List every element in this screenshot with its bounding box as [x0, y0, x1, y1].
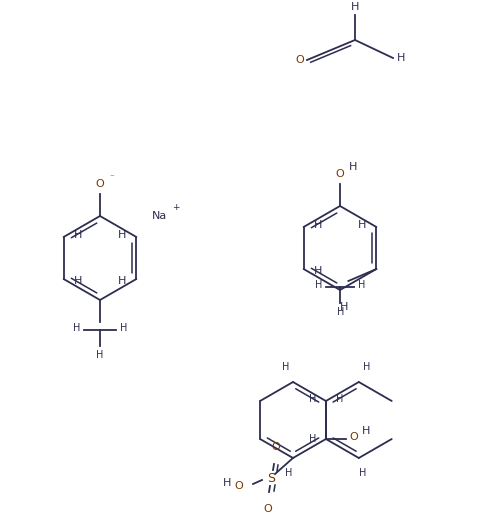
Text: H: H — [397, 53, 405, 63]
Text: H: H — [351, 2, 359, 12]
Text: H: H — [349, 162, 358, 172]
Text: O: O — [272, 442, 280, 452]
Text: H: H — [359, 280, 366, 290]
Text: H: H — [72, 323, 80, 333]
Text: H: H — [337, 307, 344, 317]
Text: H: H — [223, 478, 231, 488]
Text: H: H — [362, 426, 371, 436]
Text: H: H — [285, 468, 293, 478]
Text: H: H — [313, 266, 322, 276]
Text: H: H — [363, 362, 370, 372]
Text: H: H — [309, 434, 316, 444]
Text: H: H — [313, 220, 322, 230]
Text: H: H — [358, 220, 367, 230]
Text: H: H — [309, 394, 316, 404]
Text: H: H — [315, 280, 322, 290]
Text: O: O — [264, 504, 272, 514]
Text: H: H — [336, 394, 343, 404]
Text: O: O — [336, 169, 344, 179]
Text: O: O — [96, 179, 104, 189]
Text: Na: Na — [152, 211, 167, 221]
Text: O: O — [295, 55, 304, 65]
Text: S: S — [267, 471, 275, 485]
Text: H: H — [118, 276, 126, 286]
Text: O: O — [234, 481, 243, 491]
Text: H: H — [282, 362, 289, 372]
Text: ⁻: ⁻ — [109, 173, 114, 182]
Text: H: H — [340, 302, 348, 312]
Text: H: H — [73, 230, 82, 240]
Text: H: H — [96, 350, 104, 360]
Text: H: H — [359, 468, 367, 478]
Text: H: H — [73, 276, 82, 286]
Text: H: H — [120, 323, 127, 333]
Text: O: O — [349, 432, 358, 442]
Text: H: H — [118, 230, 126, 240]
Text: +: + — [172, 203, 180, 212]
